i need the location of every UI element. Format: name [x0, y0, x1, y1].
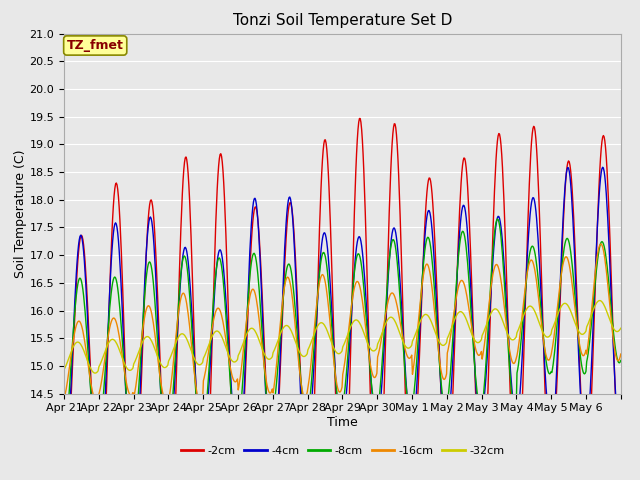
Text: TZ_fmet: TZ_fmet — [67, 39, 124, 52]
X-axis label: Time: Time — [327, 416, 358, 429]
Title: Tonzi Soil Temperature Set D: Tonzi Soil Temperature Set D — [233, 13, 452, 28]
Y-axis label: Soil Temperature (C): Soil Temperature (C) — [13, 149, 27, 278]
Legend: -2cm, -4cm, -8cm, -16cm, -32cm: -2cm, -4cm, -8cm, -16cm, -32cm — [176, 441, 509, 460]
